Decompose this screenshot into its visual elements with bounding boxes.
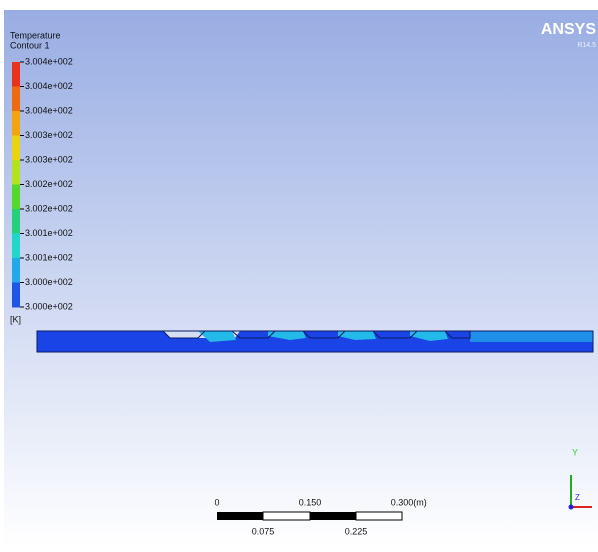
axis-triad: Y Z (568, 447, 592, 510)
legend-band (12, 184, 20, 210)
scale-segment (217, 512, 263, 520)
legend-label: 3.002e+002 (25, 179, 73, 189)
legend-label: 3.004e+002 (25, 105, 73, 115)
logo-version: R14.5 (577, 42, 596, 49)
outline (36, 330, 594, 353)
scale-label: 0.225 (345, 526, 368, 536)
domain (37, 331, 593, 352)
scale-label: 0.150 (299, 497, 322, 507)
background (4, 10, 598, 547)
hot-region (198, 331, 236, 342)
legend-label: 3.004e+002 (25, 56, 73, 66)
legend-label: 3.000e+002 (25, 301, 73, 311)
scale-label: 0.300 (391, 497, 414, 507)
legend-label: 3.002e+002 (25, 203, 73, 213)
legend-subtitle: Contour 1 (10, 40, 50, 50)
hot-region (410, 331, 448, 341)
legend-label: 3.001e+002 (25, 252, 73, 262)
legend-unit: [K] (10, 314, 21, 324)
logo: ANSYS (541, 21, 596, 38)
scale-label: 0.075 (252, 526, 275, 536)
z-axis-arrow (568, 504, 574, 510)
legend-band (12, 282, 20, 308)
legend-label: 3.003e+002 (25, 130, 73, 140)
hot-region (338, 331, 376, 340)
legend-band (12, 62, 20, 87)
legend-label: 3.000e+002 (25, 277, 73, 287)
warm-region (470, 331, 593, 342)
scale-segment (355, 511, 403, 521)
hot-region (268, 331, 306, 340)
legend-band (12, 258, 20, 283)
legend-band (12, 111, 20, 136)
scale-unit: (m) (413, 497, 427, 507)
scale-label: 0 (214, 497, 219, 507)
legend-label: 3.003e+002 (25, 154, 73, 164)
legend-band (12, 209, 20, 234)
legend-label: 3.004e+002 (25, 81, 73, 91)
legend-title: Temperature (10, 30, 61, 40)
legend-band (12, 160, 20, 185)
legend-band (12, 233, 20, 259)
scale-bar: 0 0.150 0.300 (m) 0.075 0.225 (214, 497, 426, 536)
triad-y: Y (572, 447, 578, 457)
geometry (36, 330, 594, 353)
legend: 3.004e+002 3.004e+002 3.004e+002 3.003e+002… (12, 56, 73, 311)
triad-z: Z (575, 493, 580, 502)
scale-segment (262, 511, 311, 521)
legend-band (12, 86, 20, 112)
legend-label: 3.001e+002 (25, 228, 73, 238)
scale-segment (310, 512, 356, 520)
legend-band (12, 135, 20, 161)
